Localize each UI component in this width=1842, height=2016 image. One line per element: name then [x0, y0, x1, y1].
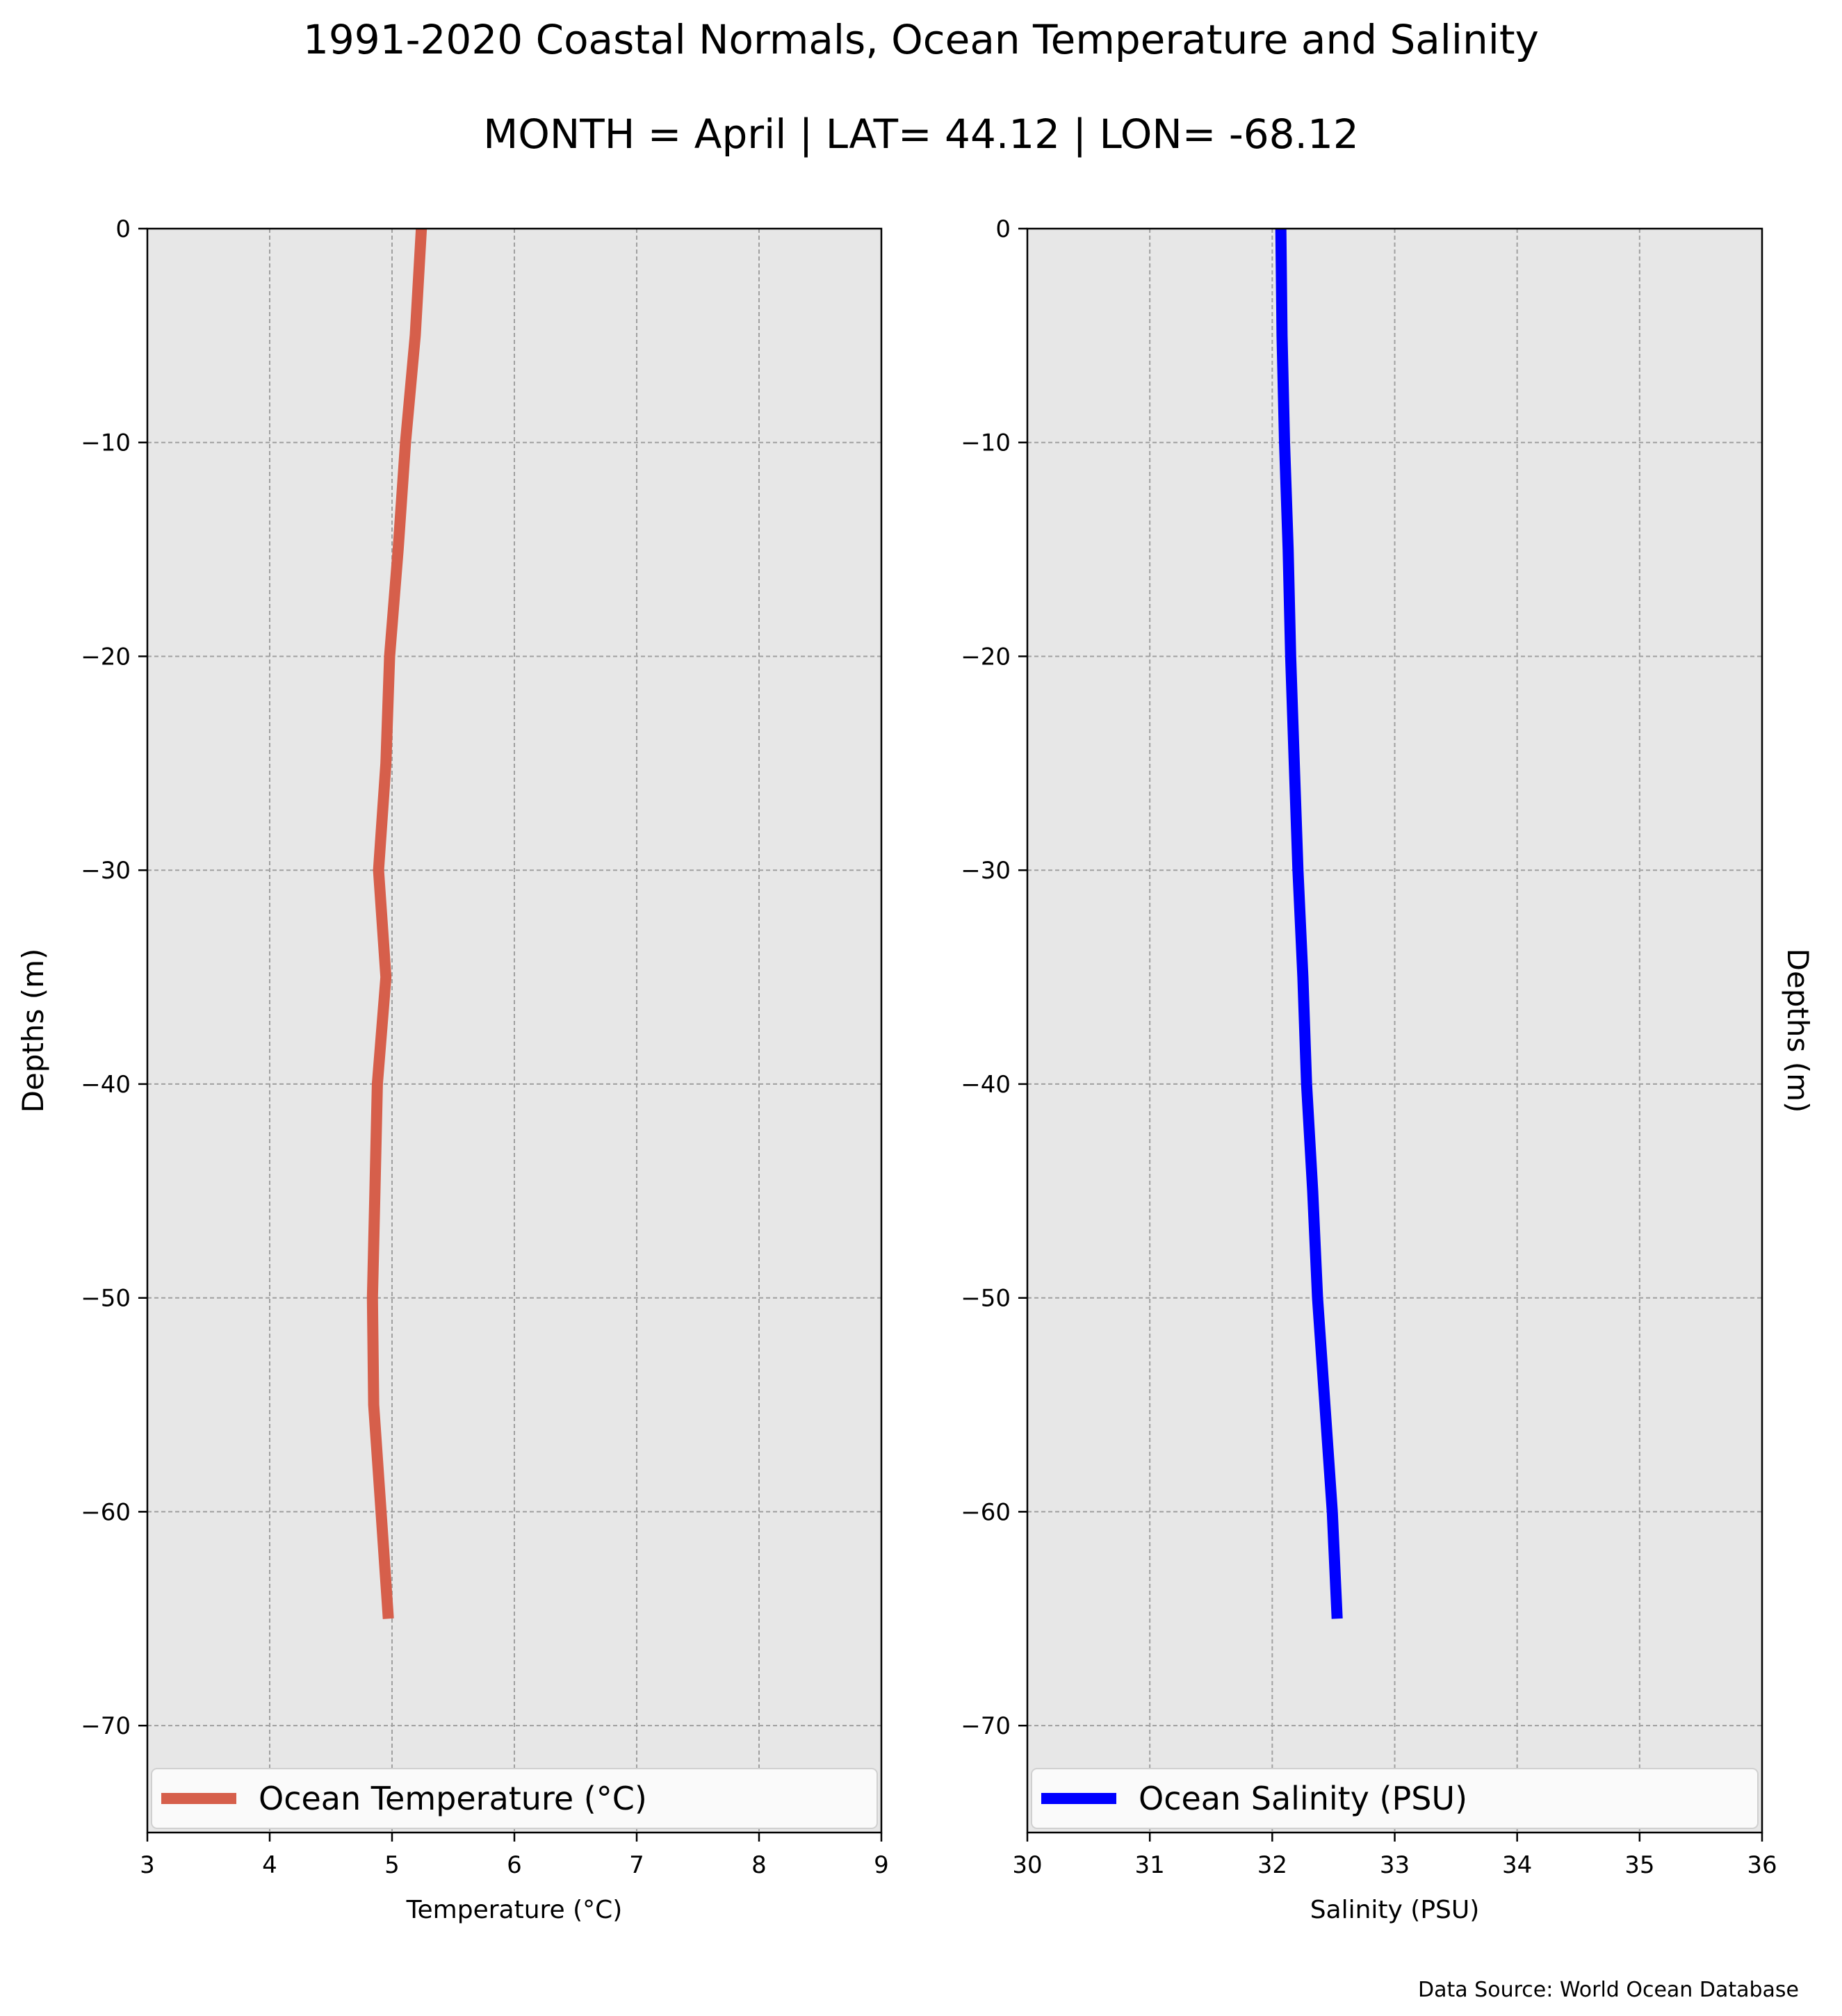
y-tick-label: −70 — [961, 1712, 1011, 1740]
y-tick-label: −50 — [81, 1285, 131, 1313]
y-tick-label: −40 — [81, 1071, 131, 1099]
x-tick-label: 9 — [874, 1851, 889, 1879]
legend: Ocean Temperature (°C) — [151, 1768, 878, 1829]
chart-title: 1991-2020 Coastal Normals, Ocean Tempera… — [303, 16, 1539, 63]
y-tick-label: −10 — [81, 429, 131, 457]
x-tick-label: 5 — [384, 1851, 400, 1879]
y-tick-label: −60 — [81, 1498, 131, 1526]
x-tick-label: 7 — [629, 1851, 644, 1879]
x-tick-label: 6 — [507, 1851, 522, 1879]
x-tick-label: 3 — [140, 1851, 155, 1879]
x-axis-label: Salinity (PSU) — [1310, 1896, 1480, 1924]
y-tick-label: −50 — [961, 1285, 1011, 1313]
chart-panel-2: 30 31 32 33 34 35 36 0 −10 −20 −30 −40 −50 −60 −70 Sali… — [961, 215, 1815, 1924]
legend: Ocean Salinity (PSU) — [1031, 1768, 1759, 1829]
x-tick-label: 36 — [1747, 1851, 1777, 1879]
y-tick-label: −30 — [81, 857, 131, 885]
x-tick-label: 4 — [262, 1851, 277, 1879]
x-tick-label: 31 — [1135, 1851, 1165, 1879]
series-line-1 — [1275, 228, 1343, 1619]
chart-panel-1: 3 4 5 6 7 8 9 0 −10 −20 −30 −40 −50 −60 −70 Temperature… — [16, 215, 889, 1924]
y-tick-label: 0 — [115, 215, 131, 243]
x-tick-label: 32 — [1257, 1851, 1287, 1879]
legend-box — [151, 1768, 878, 1829]
x-tick-label: 34 — [1502, 1851, 1532, 1879]
y-axis-label: Depths (m) — [1781, 949, 1815, 1113]
legend-label: Ocean Salinity (PSU) — [1139, 1780, 1467, 1817]
x-axis-label: Temperature (°C) — [406, 1896, 623, 1924]
y-tick-label: −40 — [961, 1071, 1011, 1099]
series-line-1 — [366, 228, 427, 1619]
y-tick-label: −20 — [961, 643, 1011, 671]
legend-box — [1031, 1768, 1759, 1829]
data-source-note: Data Source: World Ocean Database — [1418, 1978, 1799, 2002]
x-tick-label: 8 — [751, 1851, 767, 1879]
y-tick-label: −20 — [81, 643, 131, 671]
x-tick-label: 30 — [1012, 1851, 1042, 1879]
y-tick-label: 0 — [995, 215, 1011, 243]
x-tick-label: 33 — [1380, 1851, 1410, 1879]
y-tick-label: −70 — [81, 1712, 131, 1740]
y-axis-label: Depths (m) — [16, 949, 50, 1113]
y-tick-label: −30 — [961, 857, 1011, 885]
legend-label: Ocean Temperature (°C) — [259, 1780, 647, 1817]
x-tick-label: 35 — [1624, 1851, 1654, 1879]
y-tick-label: −60 — [961, 1498, 1011, 1526]
chart-subtitle: MONTH = April | LAT= 44.12 | LON= -68.12 — [483, 110, 1359, 158]
y-tick-label: −10 — [961, 429, 1011, 457]
